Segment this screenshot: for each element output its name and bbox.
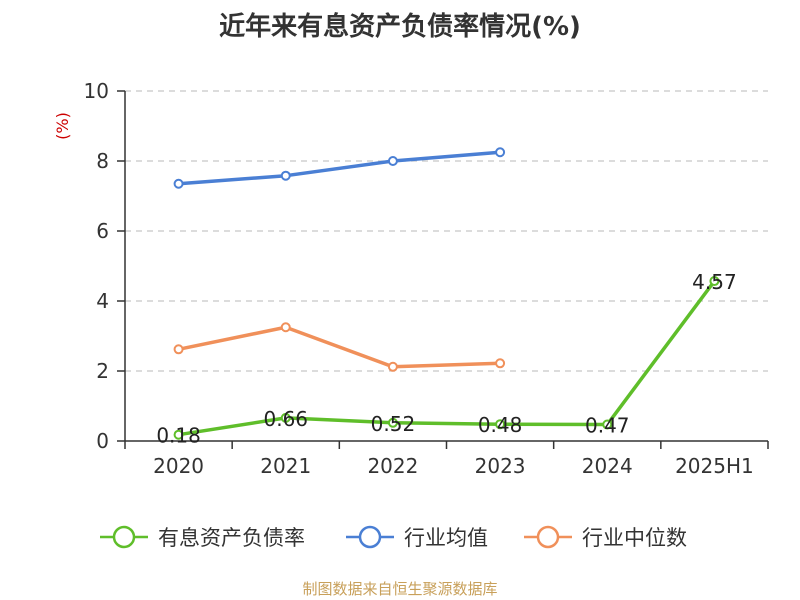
data-point <box>280 412 291 423</box>
legend-marker-0 <box>112 525 136 549</box>
legend-marker-2 <box>536 525 560 549</box>
data-point <box>280 322 291 333</box>
data-source-note: 制图数据来自恒生聚源数据库 <box>302 580 498 598</box>
data-point <box>387 417 398 428</box>
data-label: 0.18 <box>156 424 201 448</box>
data-label: 4.57 <box>692 270 737 294</box>
x-tick-label: 2025H1 <box>675 454 754 478</box>
x-tick-label: 2020 <box>153 454 204 478</box>
data-point <box>387 361 398 372</box>
x-tick-label: 2022 <box>367 454 418 478</box>
data-label: 0.47 <box>585 414 630 438</box>
y-tick-label: 2 <box>96 359 109 383</box>
series-line-1 <box>178 150 501 186</box>
data-label: 0.48 <box>478 413 523 437</box>
chart-title: 近年来有息资产负债率情况(%) <box>219 12 581 42</box>
y-tick-label: 4 <box>96 289 109 313</box>
data-point <box>602 419 613 430</box>
data-point <box>387 156 398 166</box>
data-point <box>495 147 506 158</box>
data-point <box>173 344 184 355</box>
y-tick-label: 10 <box>84 79 109 103</box>
data-point <box>495 358 506 369</box>
series-line-0 <box>178 280 716 437</box>
data-point <box>173 429 184 440</box>
x-tick-label: 2023 <box>475 454 526 478</box>
legend-marker-1 <box>358 525 382 549</box>
legend-label-1: 行业均值 <box>404 526 488 550</box>
data-point <box>280 170 291 181</box>
y-tick-label: 0 <box>96 429 109 453</box>
legend-label-0: 有息资产负债率 <box>158 526 305 550</box>
y-tick-label: 8 <box>96 149 109 173</box>
data-label: 0.66 <box>263 407 308 431</box>
y-tick-label: 6 <box>96 219 109 243</box>
data-point <box>173 178 184 189</box>
series-line-2 <box>178 325 501 369</box>
data-label: 0.52 <box>371 412 416 436</box>
data-point <box>495 419 506 430</box>
legend-label-2: 行业中位数 <box>582 526 687 550</box>
x-tick-label: 2021 <box>260 454 311 478</box>
y-unit-label: (%) <box>53 112 72 140</box>
data-point <box>709 276 720 287</box>
x-tick-label: 2024 <box>582 454 633 478</box>
